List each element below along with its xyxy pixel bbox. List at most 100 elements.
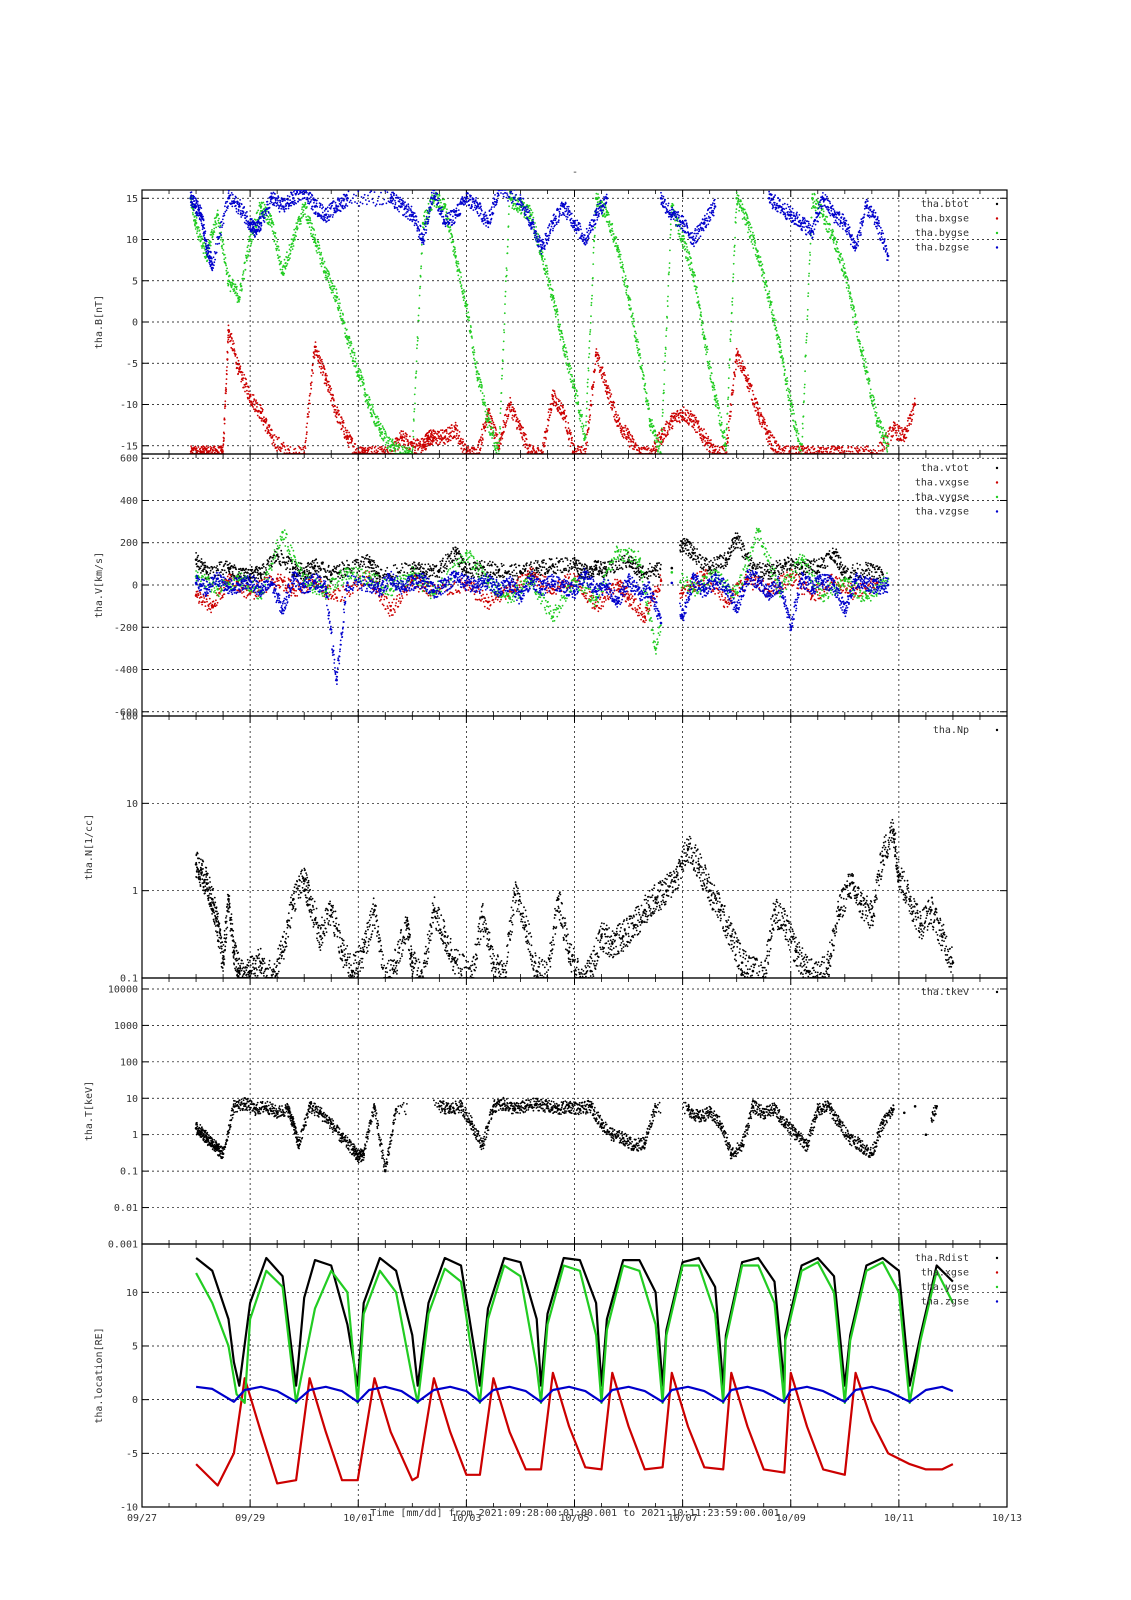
data-point [570, 367, 573, 369]
data-point [234, 291, 237, 294]
data-point [324, 372, 327, 375]
data-point [463, 295, 466, 298]
data-point [385, 441, 388, 444]
data-point [433, 439, 435, 442]
data-point [892, 429, 895, 432]
data-point [288, 258, 290, 261]
data-point [246, 246, 249, 249]
data-point [382, 427, 384, 429]
data-point [486, 415, 489, 417]
data-point [377, 450, 379, 453]
data-point [331, 289, 334, 292]
data-point [603, 371, 606, 374]
data-point [327, 390, 329, 392]
data-point [316, 252, 319, 254]
data-point [503, 329, 505, 331]
data-point [784, 445, 786, 448]
data-point [224, 257, 227, 259]
data-point [504, 303, 506, 305]
data-point [272, 232, 275, 235]
data-point [249, 235, 251, 238]
data-point [549, 295, 552, 298]
data-point [445, 430, 448, 432]
data-point [302, 213, 305, 216]
data-point [263, 203, 266, 206]
data-point [589, 322, 592, 324]
data-point [528, 204, 531, 207]
data-point [668, 428, 671, 431]
data-point [422, 440, 425, 442]
data-point [511, 199, 514, 201]
data-point [657, 447, 660, 450]
data-point [464, 300, 467, 303]
data-point [586, 431, 589, 434]
data-point [299, 447, 302, 449]
data-point [453, 246, 456, 249]
data-point [288, 248, 291, 251]
data-point [629, 445, 631, 447]
data-point [420, 265, 423, 268]
data-point [350, 441, 353, 444]
data-point [890, 430, 893, 432]
data-point [863, 450, 866, 453]
data-point [242, 272, 245, 274]
data-point [488, 431, 490, 433]
data-point [268, 424, 271, 427]
data-point [479, 383, 481, 386]
data-point [456, 429, 459, 432]
data-point [575, 450, 578, 453]
data-point [360, 374, 363, 377]
data-point [245, 257, 248, 260]
data-point [596, 352, 599, 354]
data-point [462, 449, 465, 451]
data-point [484, 401, 486, 404]
data-point [687, 416, 690, 419]
data-point [226, 373, 228, 376]
data-point [474, 362, 477, 365]
data-point [480, 436, 482, 439]
data-point [547, 411, 550, 413]
data-point [414, 387, 417, 389]
data-point [626, 285, 629, 288]
data-point [589, 333, 591, 336]
data-point [350, 342, 353, 345]
data-point [609, 231, 612, 234]
data-point [531, 211, 534, 214]
data-point [203, 450, 206, 452]
data-point [196, 230, 199, 233]
data-point [739, 354, 741, 357]
data-point [555, 304, 557, 307]
data-point [331, 396, 334, 399]
data-point [424, 218, 426, 221]
data-point [591, 394, 594, 396]
data-point [498, 448, 501, 450]
data-point [537, 233, 540, 236]
data-point [607, 385, 610, 387]
data-point [690, 262, 693, 264]
data-point [477, 446, 479, 449]
data-point [290, 238, 293, 241]
data-point [520, 425, 523, 428]
data-point [213, 231, 216, 234]
data-point [845, 450, 848, 453]
data-point [751, 389, 754, 392]
data-point [249, 401, 251, 404]
data-point [592, 263, 595, 265]
data-point [686, 246, 688, 248]
data-point [761, 415, 764, 418]
data-point [900, 434, 902, 436]
data-point [849, 450, 852, 453]
data-point [278, 259, 281, 262]
data-point [579, 409, 582, 412]
data-point [635, 444, 638, 446]
data-point [743, 369, 746, 372]
data-point [553, 301, 556, 304]
data-point [439, 199, 442, 202]
data-point [549, 283, 552, 286]
data-point [732, 389, 735, 392]
data-point [314, 349, 317, 351]
data-point [446, 208, 448, 211]
data-point [458, 269, 461, 272]
data-point [532, 446, 534, 449]
data-point [669, 249, 671, 252]
